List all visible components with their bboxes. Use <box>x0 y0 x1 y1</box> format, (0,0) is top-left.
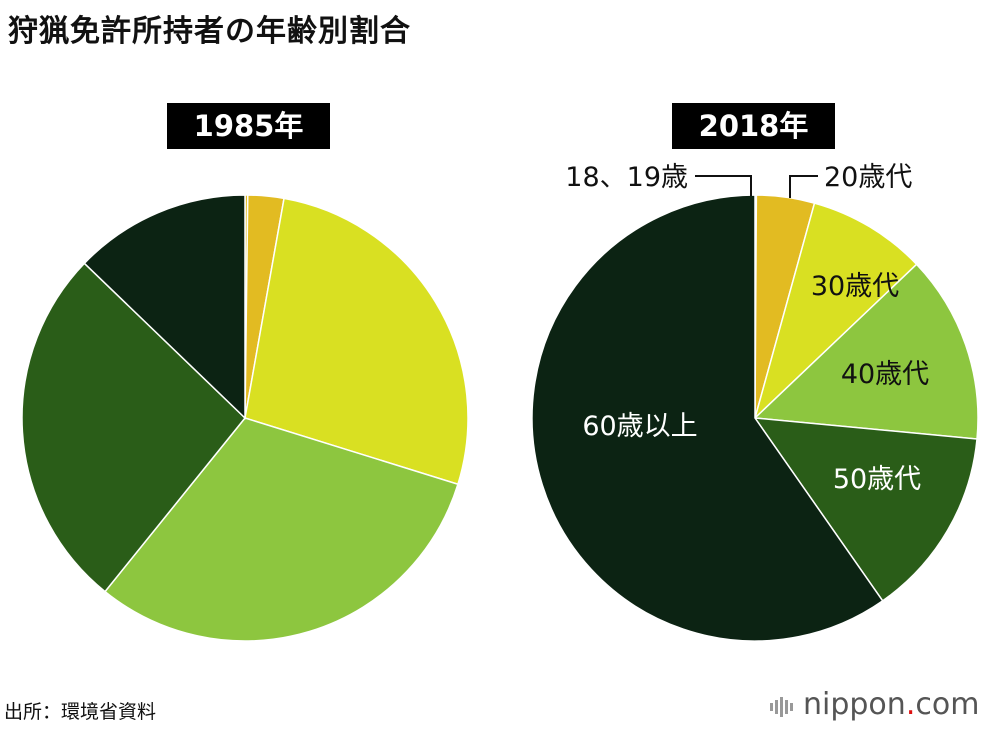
pie-slice-2018-30s <box>753 202 918 421</box>
logo-bars-icon <box>770 688 795 723</box>
slice-label-20s: 20歳代 <box>824 162 912 193</box>
brand-tld: com <box>915 687 980 722</box>
pie-2018 <box>531 194 979 642</box>
pie-slice-2018-60plus <box>531 194 884 642</box>
pie-slice-2018-50s <box>753 417 978 602</box>
pie-slice-2018-40s <box>753 263 979 440</box>
pie-slice-1985-50s <box>21 262 247 593</box>
leader-line-20s <box>789 175 818 198</box>
slice-label-60plus: 60歳以上 <box>582 411 697 442</box>
pie-slice-1985-30s <box>244 197 469 486</box>
leader-line-18-19 <box>695 175 752 196</box>
pie-1985 <box>21 194 469 642</box>
slice-label-40s: 40歳代 <box>841 359 929 390</box>
pie-slice-1985-40s <box>103 417 459 642</box>
brand-dot: . <box>905 687 916 722</box>
slice-label-50s: 50歳代 <box>833 464 921 495</box>
pie-slice-1985-60plus <box>83 194 246 420</box>
year-badge-2018: 2018年 <box>672 103 835 149</box>
brand-logo: nippon.com <box>770 687 979 723</box>
slice-label-18-19: 18、19歳 <box>565 162 688 193</box>
pie-2018-labels: 30歳代 40歳代 50歳代 60歳以上 18、19歳 20歳代 <box>565 162 929 495</box>
brand-name: nippon <box>803 687 906 722</box>
slice-label-30s: 30歳代 <box>811 271 899 302</box>
source-note: 出所：環境省資料 <box>4 701 157 723</box>
chart-title: 狩猟免許所持者の年齢別割合 <box>8 14 411 49</box>
year-badge-1985: 1985年 <box>167 103 330 149</box>
